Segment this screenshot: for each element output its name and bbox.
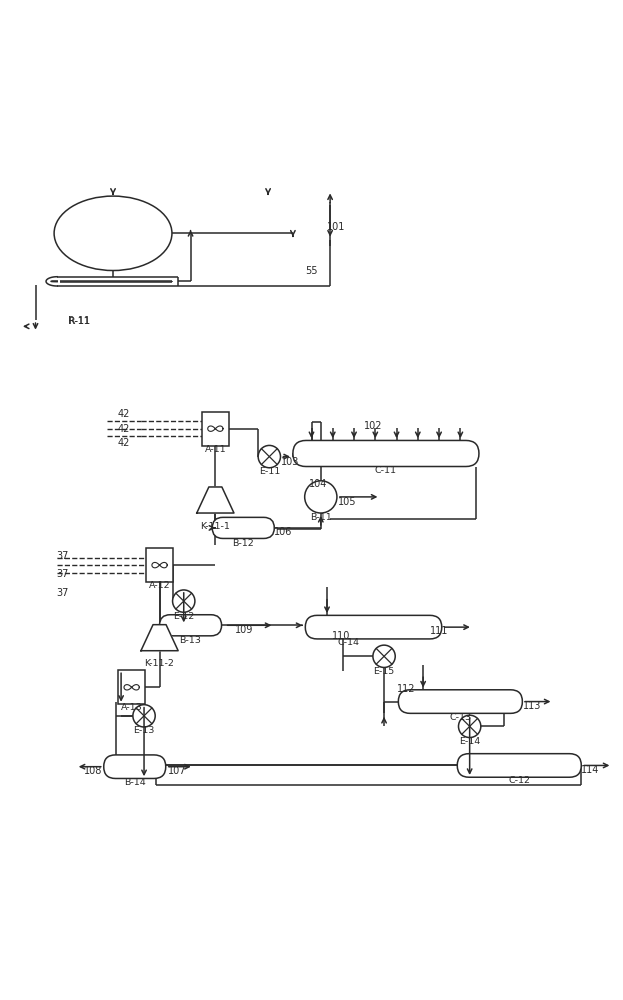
Text: 107: 107 [168,766,186,776]
Text: E-15: E-15 [373,667,395,676]
Text: 110: 110 [332,631,351,641]
Text: 42: 42 [118,409,130,419]
FancyBboxPatch shape [103,755,166,778]
Text: 42: 42 [118,424,130,434]
Text: C-12: C-12 [508,776,530,785]
Polygon shape [141,625,178,651]
Text: B-13: B-13 [179,636,201,645]
Text: B-11: B-11 [310,513,331,522]
Text: 102: 102 [364,421,383,431]
Text: 106: 106 [274,527,293,537]
Text: E-14: E-14 [459,737,480,746]
Circle shape [373,645,395,667]
Text: 42: 42 [118,438,130,448]
Text: E-12: E-12 [173,612,194,621]
Text: K-11-2: K-11-2 [145,659,174,668]
Text: 113: 113 [523,701,541,711]
Text: 37: 37 [56,588,69,598]
Ellipse shape [54,196,172,271]
Text: A-11: A-11 [204,445,226,454]
Bar [146,548,173,582]
Text: K-11-1: K-11-1 [201,522,231,531]
Text: E-13: E-13 [133,726,155,735]
Text: A-12: A-12 [149,581,170,590]
Text: R-11: R-11 [68,316,90,326]
Text: C-11: C-11 [375,466,397,475]
Text: C-14: C-14 [338,638,359,647]
Polygon shape [197,487,234,513]
Bar [118,670,145,704]
Circle shape [173,590,195,612]
Text: 114: 114 [581,765,600,775]
Text: A-13: A-13 [121,703,143,712]
Text: 101: 101 [327,222,346,232]
FancyBboxPatch shape [457,754,581,777]
Text: 103: 103 [281,457,300,467]
Text: 37: 37 [56,551,69,561]
Bar [202,412,229,446]
Circle shape [459,715,481,738]
Text: 108: 108 [84,766,102,776]
Text: 55: 55 [305,266,318,276]
Text: 111: 111 [429,626,448,636]
Text: C-13: C-13 [449,713,472,722]
Circle shape [305,481,337,513]
Text: 112: 112 [396,684,415,694]
Text: E-11: E-11 [259,467,280,476]
Text: 104: 104 [308,479,327,489]
Text: 37: 37 [56,569,69,579]
Circle shape [133,705,155,727]
Text: R-11: R-11 [68,317,90,326]
Text: B-12: B-12 [232,539,254,548]
FancyBboxPatch shape [212,517,274,538]
FancyBboxPatch shape [305,615,442,639]
FancyBboxPatch shape [159,615,222,636]
FancyBboxPatch shape [398,690,522,713]
Text: B-14: B-14 [124,778,146,787]
Text: 109: 109 [235,625,254,635]
Text: 105: 105 [338,497,357,507]
Circle shape [258,445,280,468]
FancyBboxPatch shape [293,440,479,467]
